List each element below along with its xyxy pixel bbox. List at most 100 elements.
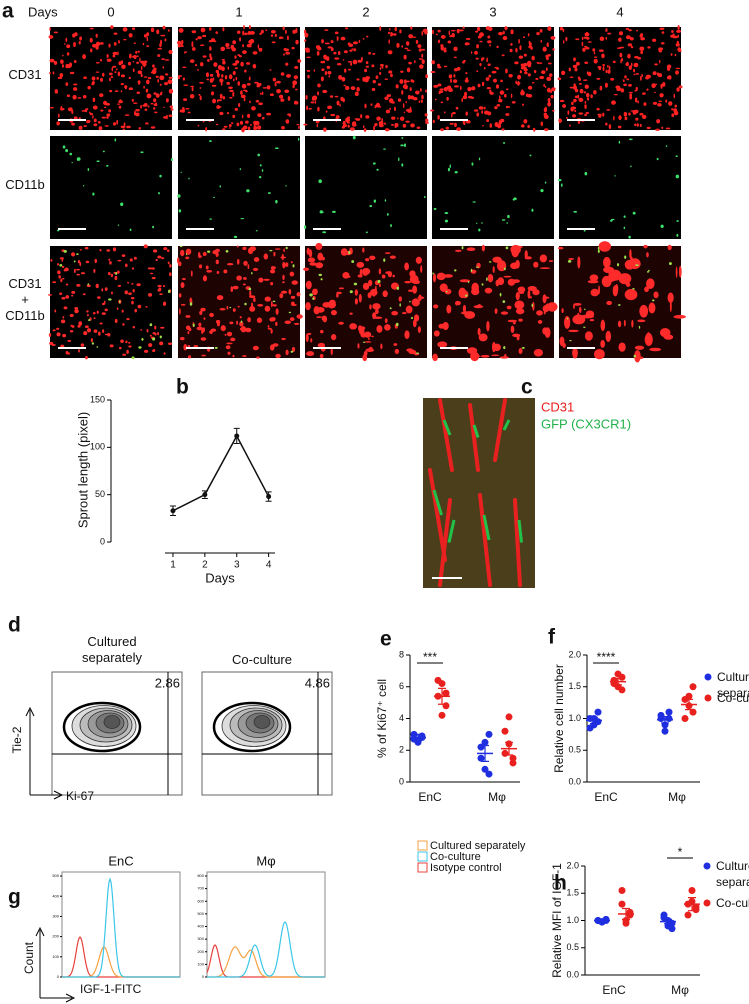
cell xyxy=(447,167,451,172)
cell xyxy=(152,349,156,351)
cell xyxy=(220,81,223,86)
cell xyxy=(340,36,346,41)
cell xyxy=(443,65,448,68)
cell xyxy=(306,69,311,72)
error-bar xyxy=(481,744,489,762)
cell xyxy=(661,126,664,130)
stain-label: CD31 xyxy=(541,399,574,414)
cell xyxy=(199,95,202,101)
cell xyxy=(225,249,229,253)
cell xyxy=(619,52,623,58)
row-label: CD11b xyxy=(5,177,45,192)
cell xyxy=(144,108,148,111)
cell xyxy=(77,259,80,264)
cell xyxy=(448,74,453,79)
cell xyxy=(380,343,383,350)
cell xyxy=(518,318,523,322)
cell xyxy=(125,340,128,344)
cell xyxy=(285,51,290,55)
cell xyxy=(149,323,153,327)
cell xyxy=(233,78,235,82)
cell xyxy=(114,138,117,142)
cell xyxy=(128,292,132,295)
row-label: CD31 xyxy=(8,67,42,82)
cell xyxy=(93,317,96,320)
cell xyxy=(437,83,442,87)
cell xyxy=(90,338,93,343)
cell xyxy=(286,73,291,78)
micrograph xyxy=(48,25,174,131)
cell xyxy=(61,296,66,300)
cell xyxy=(573,210,578,213)
cell xyxy=(313,306,320,315)
cell xyxy=(213,196,215,199)
cell xyxy=(314,100,317,104)
cell xyxy=(109,344,114,348)
cell xyxy=(73,42,76,47)
cell xyxy=(62,54,64,57)
cell xyxy=(307,332,312,335)
cell xyxy=(354,298,358,305)
cell xyxy=(105,164,109,167)
cell xyxy=(425,89,427,93)
cell xyxy=(78,321,83,326)
cell xyxy=(616,47,622,49)
cell xyxy=(476,70,479,73)
cell xyxy=(290,295,296,299)
cell xyxy=(67,339,72,342)
cell xyxy=(208,39,213,43)
cell xyxy=(449,35,453,38)
cell xyxy=(550,89,556,92)
cell xyxy=(482,125,484,127)
cell xyxy=(106,113,111,117)
cell xyxy=(663,334,674,340)
cell xyxy=(393,343,398,346)
cell xyxy=(537,319,543,324)
cell xyxy=(240,217,245,220)
cell xyxy=(376,325,383,333)
cell xyxy=(584,331,593,341)
cell xyxy=(635,264,639,266)
cell xyxy=(270,266,276,270)
cell xyxy=(274,248,281,250)
cell xyxy=(335,115,340,119)
cell xyxy=(433,84,439,88)
cell xyxy=(515,291,520,301)
cell xyxy=(255,99,260,103)
cell xyxy=(415,352,420,354)
cell xyxy=(437,39,441,44)
cell xyxy=(137,304,142,309)
cell xyxy=(440,34,446,39)
cell xyxy=(403,111,406,114)
cell xyxy=(120,202,124,206)
cell xyxy=(267,325,270,328)
cell xyxy=(244,69,247,73)
cell xyxy=(403,79,407,84)
cell xyxy=(546,43,549,48)
cell xyxy=(676,220,679,222)
cell xyxy=(671,29,674,34)
cell xyxy=(224,75,228,80)
cell xyxy=(623,83,627,87)
cell xyxy=(87,85,91,90)
cell xyxy=(448,88,453,92)
cell xyxy=(507,319,517,323)
cell xyxy=(368,51,371,55)
cell xyxy=(202,327,205,333)
cell xyxy=(608,269,622,281)
cell xyxy=(642,92,646,95)
cell xyxy=(572,64,578,69)
cell xyxy=(157,255,162,259)
cell xyxy=(289,271,295,277)
micrograph xyxy=(177,136,300,239)
cell xyxy=(158,287,162,291)
cell xyxy=(151,276,156,280)
cell xyxy=(145,306,148,308)
cell xyxy=(234,107,239,111)
cell xyxy=(567,110,570,115)
cell xyxy=(522,103,525,106)
cell xyxy=(355,118,361,121)
cell xyxy=(56,327,60,330)
cell xyxy=(323,127,327,132)
cell xyxy=(239,120,244,125)
